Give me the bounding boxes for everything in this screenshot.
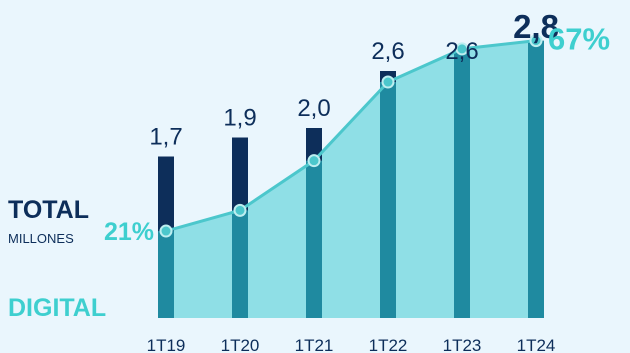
digital-point-1T21 [307,154,321,168]
digital-point-1T23 [455,42,469,56]
total-bar-digital-part-1T23 [454,48,470,319]
total-bar-digital-part-1T21 [306,160,322,318]
total-bar-digital-part-1T24 [528,40,544,319]
x-tick-label-1T19: 1T19 [147,336,186,353]
total-value-label-1T23: 2,6 [445,38,478,65]
total-bar-digital-part-1T19 [158,231,174,318]
total-bars-layer [158,40,544,319]
total-value-label-1T22: 2,6 [371,38,404,65]
digital-value-label-1T24: 67% [548,22,610,57]
legend-total-units: MILLONES [8,231,74,246]
digital-point-1T20 [233,203,247,217]
digital-line-layer [159,34,543,238]
x-tick-label-1T24: 1T24 [517,336,556,353]
digital-value-label-1T19: 21% [104,218,154,246]
x-tick-label-1T20: 1T20 [221,336,260,353]
total-value-label-1T24: 2,8 [513,8,559,45]
digital-line [165,39,537,233]
legend-digital: DIGITAL [8,294,106,322]
digital-area-layer [166,40,536,319]
x-tick-label-1T23: 1T23 [443,336,482,353]
legend-total: TOTAL [8,196,89,224]
digital-area [166,40,536,319]
digital-point-1T24 [529,34,543,48]
x-tick-label-1T21: 1T21 [295,336,334,353]
x-tick-label-1T22: 1T22 [369,336,408,353]
labels-layer: 1,7 1,9 2,0 2,6 2,6 2,8 21% 67% 1T19 1T20 1T21 1T22… [104,8,610,353]
total-value-label-1T21: 2,0 [297,95,330,122]
total-bar-digital-part-1T22 [380,82,396,319]
total-value-label-1T19: 1,7 [149,124,182,151]
total-bar-digital-part-1T20 [232,210,248,318]
digital-point-1T19 [159,224,173,238]
total-value-label-1T20: 1,9 [223,105,256,132]
digital-point-1T22 [381,75,395,89]
